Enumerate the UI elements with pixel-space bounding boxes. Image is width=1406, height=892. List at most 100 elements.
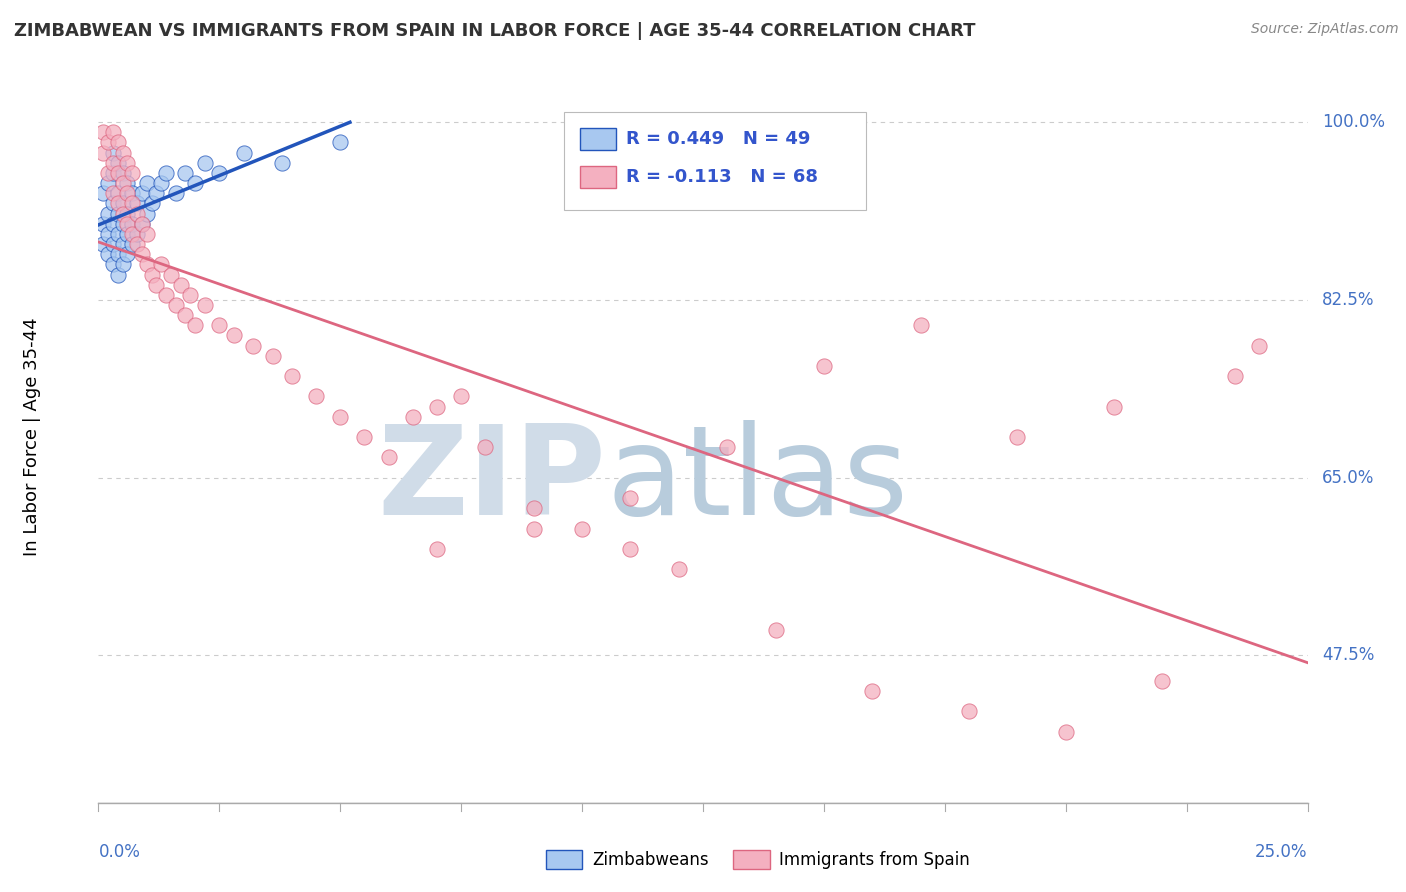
Point: [450, 389, 472, 403]
Point: [111, 166, 134, 180]
Point: [121, 227, 143, 241]
Point: [121, 186, 143, 201]
Text: ZIP: ZIP: [378, 420, 606, 541]
Point: [91, 186, 114, 201]
Point: [111, 237, 134, 252]
Point: [281, 369, 304, 384]
Point: [135, 206, 157, 220]
Point: [145, 186, 167, 201]
Point: [1007, 430, 1029, 444]
Point: [91, 125, 114, 139]
Point: [271, 156, 294, 170]
Point: [121, 196, 143, 211]
Point: [426, 541, 449, 556]
Point: [107, 186, 129, 201]
Text: R = 0.449   N = 49: R = 0.449 N = 49: [626, 129, 810, 148]
Point: [97, 227, 120, 241]
Text: R = -0.113   N = 68: R = -0.113 N = 68: [626, 168, 818, 186]
Point: [127, 196, 149, 211]
Point: [101, 196, 124, 211]
Point: [619, 541, 641, 556]
Point: [117, 217, 139, 231]
Bar: [734, 850, 769, 869]
Point: [957, 705, 980, 719]
Bar: [579, 128, 616, 151]
Point: [107, 156, 129, 170]
Point: [127, 237, 149, 252]
Point: [101, 237, 124, 252]
Point: [262, 349, 284, 363]
Point: [523, 501, 546, 516]
Bar: [546, 850, 582, 869]
Point: [101, 166, 124, 180]
Point: [107, 206, 129, 220]
FancyBboxPatch shape: [564, 112, 866, 211]
Point: [155, 166, 177, 180]
Point: [131, 217, 153, 231]
Point: [101, 156, 124, 170]
Point: [107, 247, 129, 261]
Point: [97, 166, 120, 180]
Bar: [579, 167, 616, 188]
Point: [765, 623, 787, 637]
Point: [131, 186, 153, 201]
Point: [402, 409, 425, 424]
Point: [305, 389, 328, 403]
Point: [111, 145, 134, 160]
Point: [619, 491, 641, 505]
Point: [571, 521, 593, 535]
Point: [101, 217, 124, 231]
Point: [111, 206, 134, 220]
Point: [377, 450, 399, 465]
Point: [716, 440, 738, 454]
Point: [1152, 673, 1174, 688]
Point: [184, 176, 207, 190]
Text: 65.0%: 65.0%: [1322, 468, 1375, 487]
Text: Zimbabweans: Zimbabweans: [592, 851, 709, 869]
Point: [165, 186, 187, 201]
Point: [523, 521, 546, 535]
Point: [107, 196, 129, 211]
Point: [101, 145, 124, 160]
Point: [160, 268, 183, 282]
Point: [135, 227, 157, 241]
Point: [155, 288, 177, 302]
Point: [426, 400, 449, 414]
Point: [107, 268, 129, 282]
Point: [194, 298, 217, 312]
Point: [121, 217, 143, 231]
Point: [1102, 400, 1125, 414]
Point: [121, 237, 143, 252]
Point: [1249, 338, 1271, 352]
Point: [107, 227, 129, 241]
Point: [208, 318, 231, 333]
Point: [141, 268, 163, 282]
Text: 82.5%: 82.5%: [1322, 291, 1375, 309]
Point: [127, 227, 149, 241]
Point: [208, 166, 231, 180]
Point: [117, 176, 139, 190]
Point: [97, 206, 120, 220]
Point: [141, 196, 163, 211]
Text: ZIMBABWEAN VS IMMIGRANTS FROM SPAIN IN LABOR FORCE | AGE 35-44 CORRELATION CHART: ZIMBABWEAN VS IMMIGRANTS FROM SPAIN IN L…: [14, 22, 976, 40]
Point: [101, 186, 124, 201]
Point: [174, 166, 197, 180]
Point: [101, 257, 124, 271]
Point: [111, 196, 134, 211]
Text: 25.0%: 25.0%: [1256, 844, 1308, 862]
Point: [165, 298, 187, 312]
Point: [107, 166, 129, 180]
Point: [97, 247, 120, 261]
Point: [474, 440, 496, 454]
Point: [179, 288, 201, 302]
Point: [169, 277, 191, 292]
Point: [91, 217, 114, 231]
Point: [222, 328, 245, 343]
Point: [668, 562, 690, 576]
Point: [194, 156, 217, 170]
Point: [111, 257, 134, 271]
Point: [131, 217, 153, 231]
Point: [150, 257, 173, 271]
Point: [813, 359, 835, 373]
Point: [127, 206, 149, 220]
